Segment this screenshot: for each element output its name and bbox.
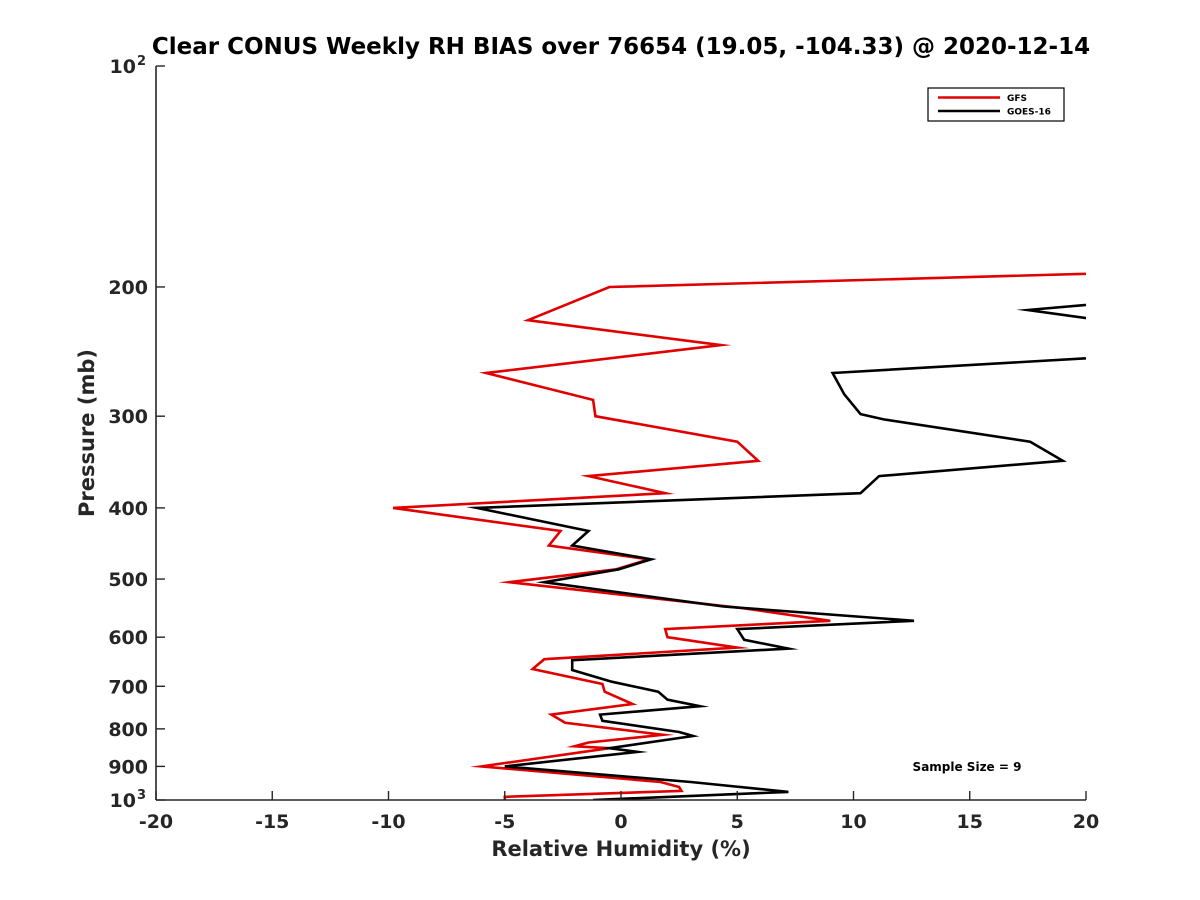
legend: GFS GOES-16	[927, 87, 1065, 122]
x-tick-label: -20	[139, 811, 173, 833]
y-axis-label: Pressure (mb)	[75, 349, 99, 517]
y-tick-label: 700	[108, 676, 148, 698]
sample-size-annotation: Sample Size = 9	[913, 760, 1022, 774]
x-tick-label: -5	[494, 811, 515, 833]
y-tick-exponent: 3	[137, 788, 146, 803]
legend-label-gfs: GFS	[1007, 94, 1027, 104]
x-tick-label: 0	[614, 811, 627, 833]
x-tick-label: 10	[840, 811, 866, 833]
series-line-goes16	[466, 303, 1086, 800]
y-tick-label: 500	[108, 569, 148, 591]
series-layer	[392, 272, 1086, 800]
chart-title: Clear CONUS Weekly RH BIAS over 76654 (1…	[152, 34, 1090, 60]
y-tick-label: 800	[108, 719, 148, 741]
x-tick-label: 20	[1073, 811, 1099, 833]
y-tick-label: 400	[108, 498, 148, 520]
x-tick-label: -15	[255, 811, 289, 833]
x-tick-label: 15	[957, 811, 983, 833]
y-tick-label: 10	[110, 56, 136, 78]
y-tick-label: 10	[110, 790, 136, 812]
legend-label-goes16: GOES-16	[1007, 108, 1051, 118]
x-tick-label: 5	[731, 811, 744, 833]
x-axis-label: Relative Humidity (%)	[491, 837, 750, 861]
series-line-gfs	[392, 272, 1086, 800]
y-tick-label: 900	[108, 756, 148, 778]
y-tick-label: 300	[108, 406, 148, 428]
legend-box	[927, 87, 1065, 122]
y-tick-label: 200	[108, 277, 148, 299]
y-tick-exponent: 2	[137, 54, 146, 69]
y-tick-label: 600	[108, 627, 148, 649]
x-tick-label: -10	[371, 811, 405, 833]
